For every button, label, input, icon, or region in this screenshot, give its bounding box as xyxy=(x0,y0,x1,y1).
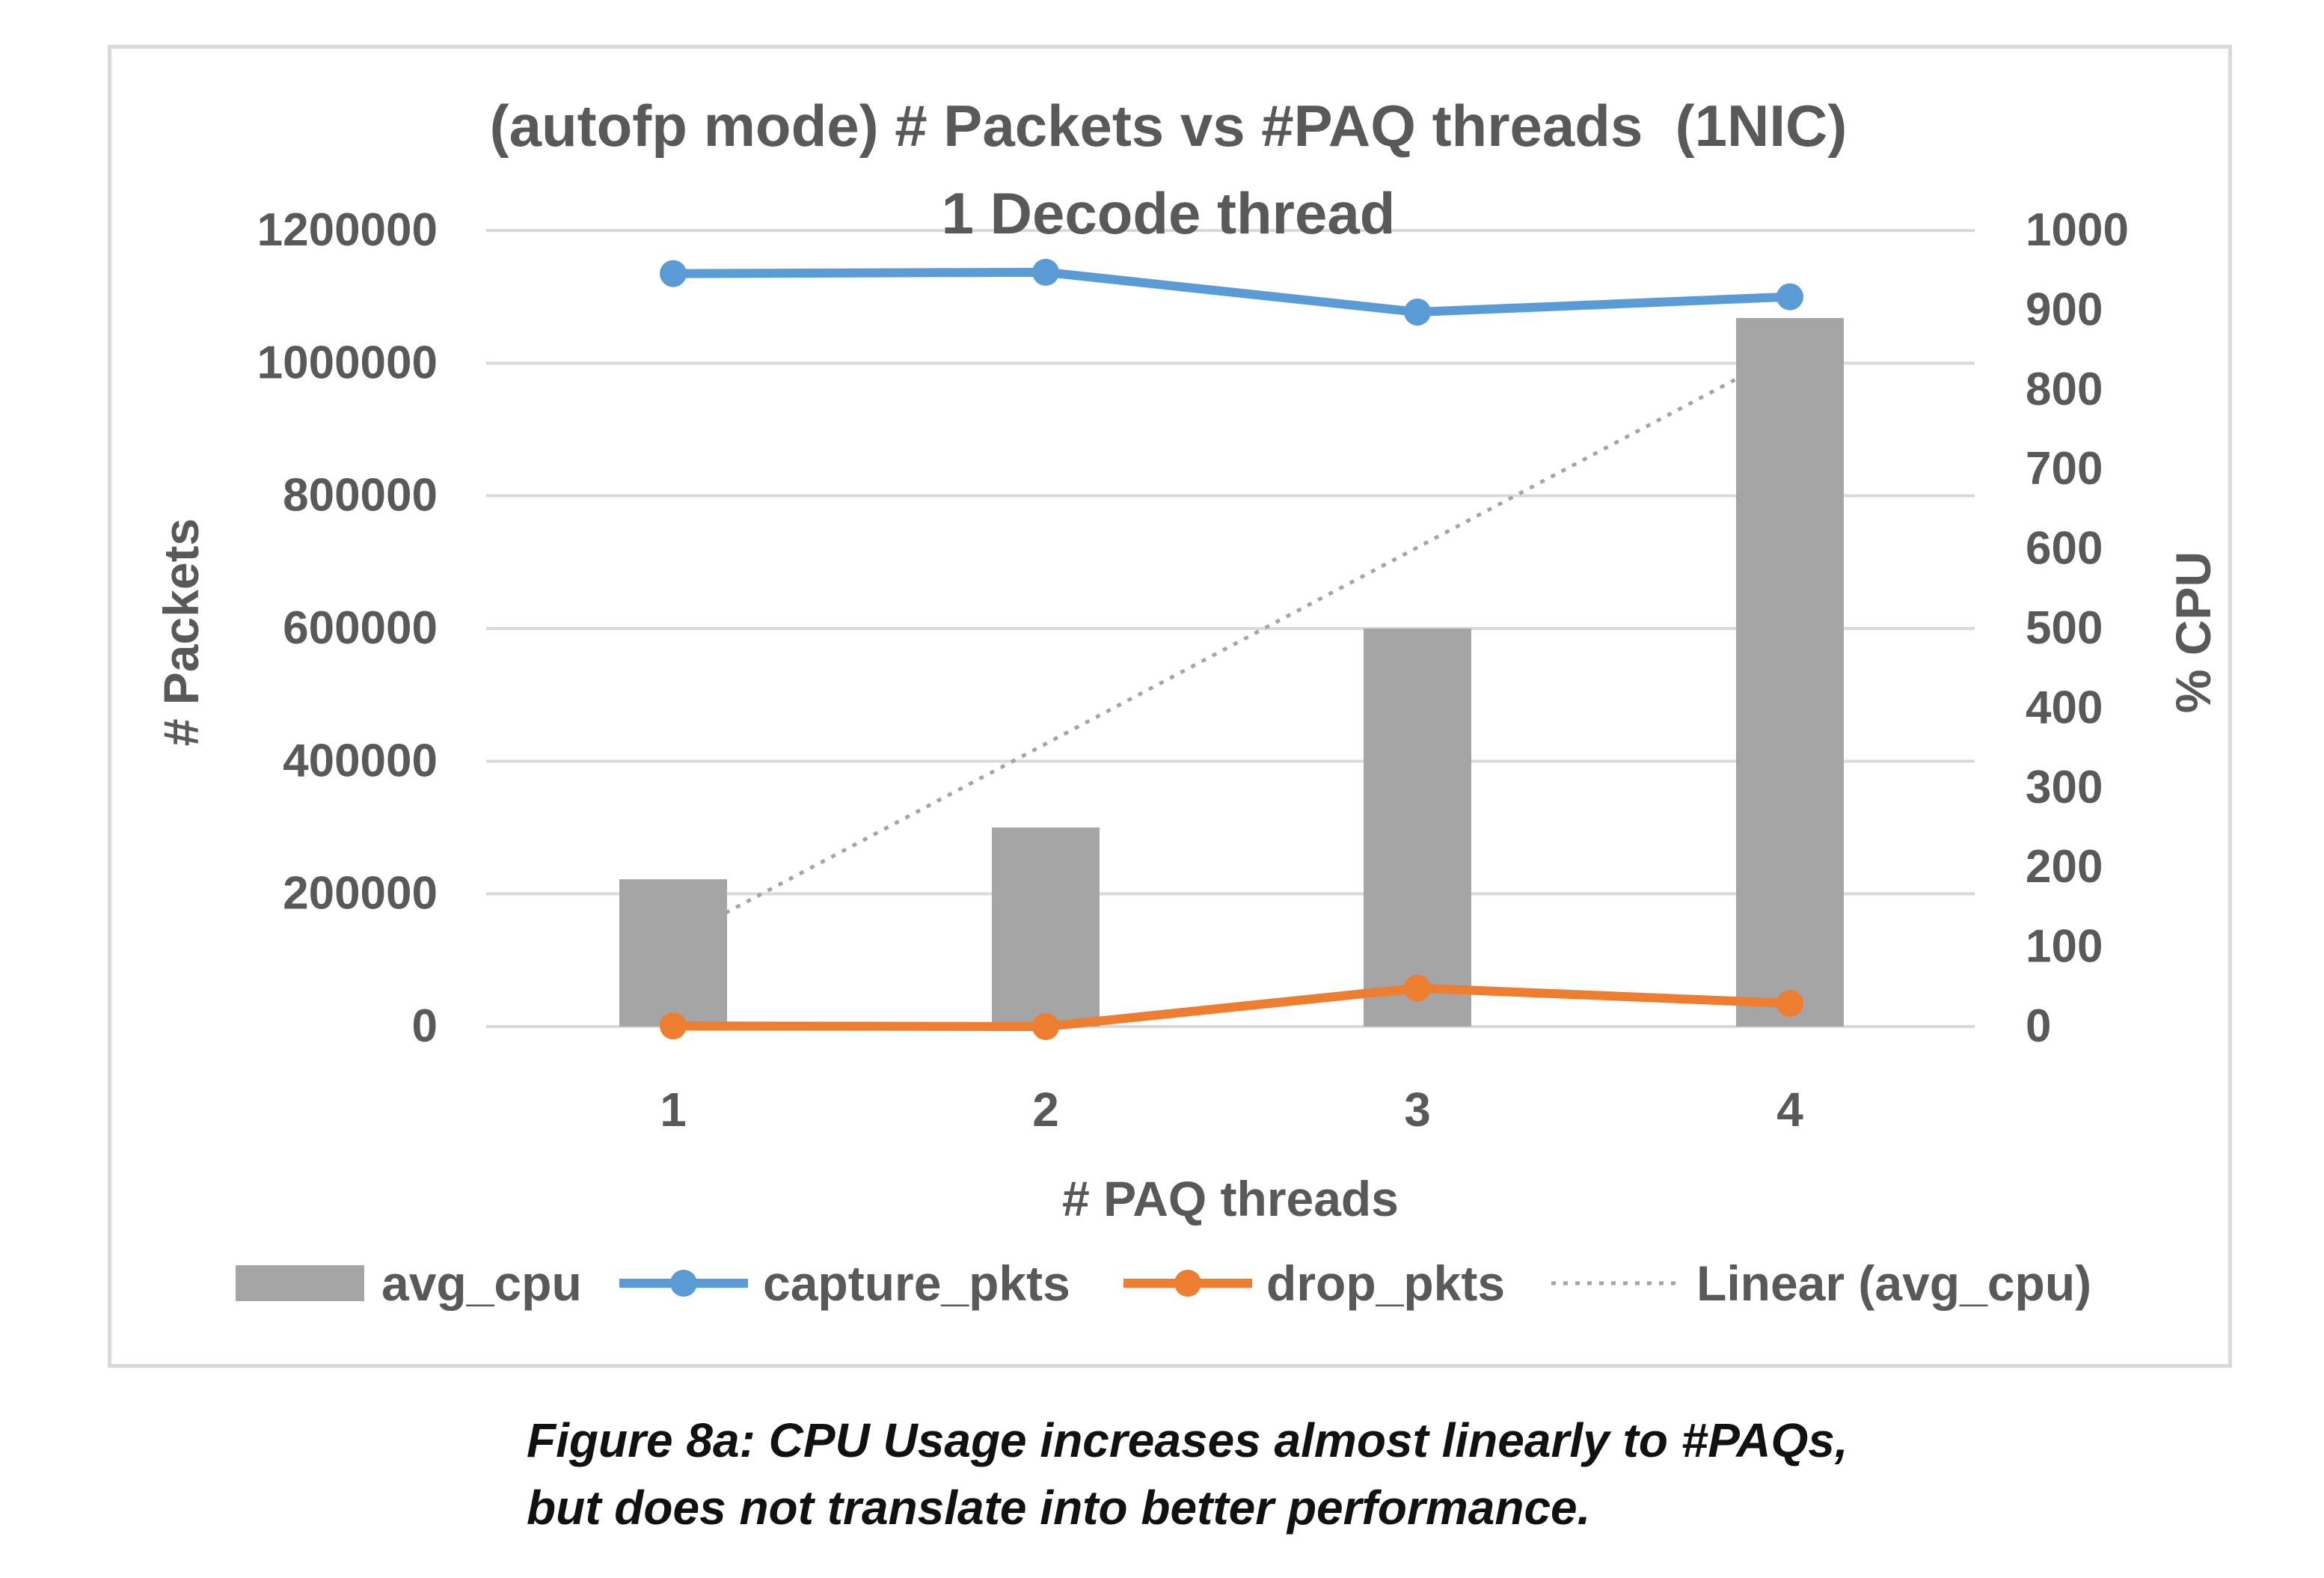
x-tick-label: 1 xyxy=(660,1083,687,1137)
y-tick-label: 1000000 xyxy=(257,337,438,388)
caption-line-1: Figure 8a: CPU Usage increases almost li… xyxy=(527,1413,1848,1467)
point-drop-pkts xyxy=(660,1012,687,1040)
point-capture-pkts xyxy=(1776,283,1803,311)
y2-tick-label: 300 xyxy=(2026,762,2103,813)
legend-marker-capture-pkts xyxy=(670,1270,697,1297)
y2-tick-label: 200 xyxy=(2026,841,2103,893)
legend-marker-drop-pkts xyxy=(1174,1270,1201,1297)
bar-avg-cpu xyxy=(1736,318,1844,1027)
y2-tick-label: 700 xyxy=(2026,443,2103,495)
legend-swatch-avg-cpu xyxy=(236,1265,364,1301)
legend-label-avg-cpu: avg_cpu xyxy=(381,1256,582,1311)
y-tick-label: 0 xyxy=(412,1000,438,1052)
y-tick-label: 800000 xyxy=(283,470,438,522)
y2-tick-label: 600 xyxy=(2026,523,2103,575)
y2-tick-label: 500 xyxy=(2026,602,2103,654)
y-tick-label: 400000 xyxy=(283,735,438,786)
y2-tick-label: 800 xyxy=(2026,364,2103,415)
y-tick-label: 1200000 xyxy=(257,204,438,256)
point-capture-pkts xyxy=(1032,258,1059,286)
x-tick-label: 4 xyxy=(1776,1083,1803,1137)
y-axis-label: # Packets xyxy=(153,519,209,747)
chart-subtitle: 1 Decode thread xyxy=(942,180,1396,246)
chart-title: (autofp mode) # Packets vs #PAQ threads … xyxy=(490,93,1848,159)
x-tick-label: 3 xyxy=(1404,1083,1431,1137)
point-capture-pkts xyxy=(660,260,687,287)
bar-avg-cpu xyxy=(1364,629,1471,1027)
legend-label-drop-pkts: drop_pkts xyxy=(1266,1256,1505,1311)
bar-avg-cpu xyxy=(619,879,727,1027)
caption-line-2: but does not translate into better perfo… xyxy=(527,1481,1591,1535)
x-axis-label: # PAQ threads xyxy=(1062,1171,1399,1226)
y2-tick-label: 0 xyxy=(2026,1000,2051,1052)
y2-tick-label: 900 xyxy=(2026,284,2103,335)
figure-caption: Figure 8a: CPU Usage increases almost li… xyxy=(527,1407,2172,1541)
line-drop-pkts xyxy=(669,983,1794,1031)
y2-tick-label: 400 xyxy=(2026,682,2103,733)
bar-avg-cpu xyxy=(992,828,1100,1027)
chart-frame xyxy=(108,45,2232,1368)
x-tick-label: 2 xyxy=(1032,1083,1059,1137)
y2-axis-label: % CPU xyxy=(2165,551,2221,713)
point-capture-pkts xyxy=(1404,299,1431,326)
y2-tick-label: 100 xyxy=(2026,921,2103,973)
legend-label-capture-pkts: capture_pkts xyxy=(763,1256,1070,1311)
y2-tick-label: 1000 xyxy=(2026,204,2129,256)
legend-label-linear-avg-cpu: Linear (avg_cpu) xyxy=(1696,1256,2091,1311)
point-drop-pkts xyxy=(1776,989,1803,1017)
y-tick-label: 200000 xyxy=(283,868,438,920)
point-drop-pkts xyxy=(1404,974,1431,1002)
line-capture-pkts xyxy=(669,267,1794,317)
y-tick-label: 600000 xyxy=(283,602,438,654)
point-drop-pkts xyxy=(1032,1013,1059,1040)
trendline-linear-avg-cpu xyxy=(724,376,1739,915)
